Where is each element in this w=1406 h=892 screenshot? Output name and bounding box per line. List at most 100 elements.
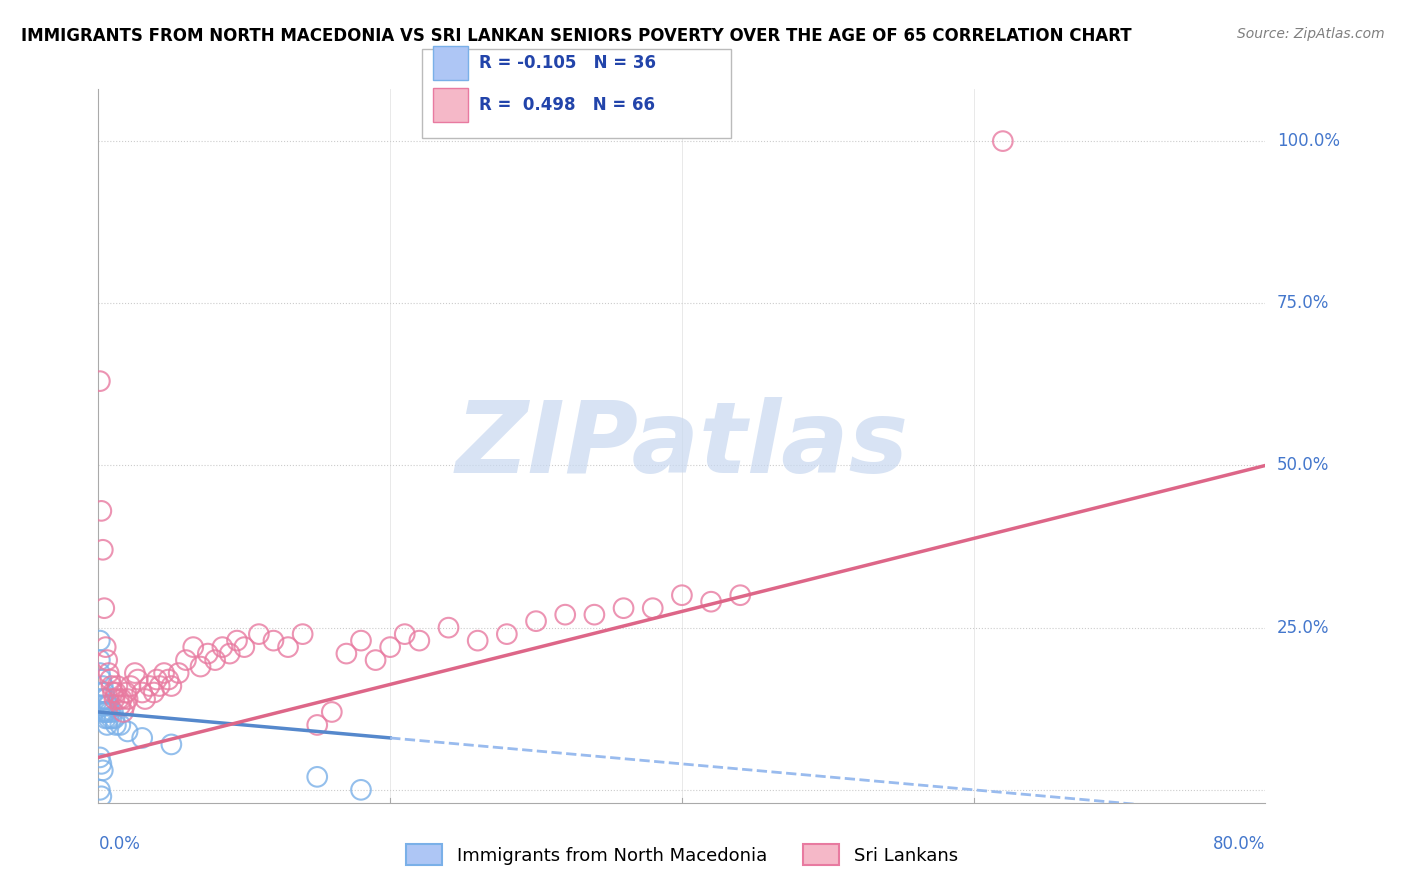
Text: 0.0%: 0.0% bbox=[98, 835, 141, 854]
Point bbox=[96, 718, 118, 732]
Text: 75.0%: 75.0% bbox=[1277, 294, 1330, 312]
Point bbox=[108, 692, 131, 706]
Point bbox=[93, 698, 115, 713]
Point bbox=[307, 718, 329, 732]
Point bbox=[127, 673, 149, 687]
Point bbox=[211, 640, 233, 654]
Text: 50.0%: 50.0% bbox=[1277, 457, 1330, 475]
Text: ZIPatlas: ZIPatlas bbox=[456, 398, 908, 494]
Point bbox=[93, 601, 115, 615]
Point bbox=[104, 718, 127, 732]
Point bbox=[700, 595, 723, 609]
Point bbox=[91, 542, 114, 557]
Text: 80.0%: 80.0% bbox=[1213, 835, 1265, 854]
Point bbox=[96, 705, 118, 719]
Point bbox=[90, 685, 112, 699]
Point bbox=[730, 588, 752, 602]
Text: IMMIGRANTS FROM NORTH MACEDONIA VS SRI LANKAN SENIORS POVERTY OVER THE AGE OF 65: IMMIGRANTS FROM NORTH MACEDONIA VS SRI L… bbox=[21, 27, 1132, 45]
Point bbox=[160, 738, 183, 752]
Legend: Immigrants from North Macedonia, Sri Lankans: Immigrants from North Macedonia, Sri Lan… bbox=[406, 845, 957, 865]
Point bbox=[149, 679, 172, 693]
Point bbox=[233, 640, 256, 654]
Text: Source: ZipAtlas.com: Source: ZipAtlas.com bbox=[1237, 27, 1385, 41]
Point bbox=[105, 679, 128, 693]
Text: 100.0%: 100.0% bbox=[1277, 132, 1340, 150]
Point bbox=[380, 640, 402, 654]
Point bbox=[138, 679, 160, 693]
Point bbox=[91, 679, 114, 693]
Point bbox=[97, 666, 120, 681]
Point bbox=[90, 756, 112, 771]
Point bbox=[124, 666, 146, 681]
Point bbox=[157, 673, 180, 687]
Point bbox=[991, 134, 1014, 148]
Point bbox=[91, 705, 114, 719]
Point bbox=[321, 705, 343, 719]
Point bbox=[90, 673, 112, 687]
Point bbox=[291, 627, 314, 641]
Point bbox=[134, 692, 156, 706]
Point bbox=[114, 698, 136, 713]
Point bbox=[115, 685, 138, 699]
Point bbox=[111, 692, 134, 706]
Point bbox=[101, 705, 124, 719]
Point bbox=[110, 718, 132, 732]
Point bbox=[117, 724, 139, 739]
Point bbox=[94, 705, 117, 719]
Point bbox=[98, 673, 121, 687]
Point bbox=[408, 633, 430, 648]
Point bbox=[190, 659, 212, 673]
Text: R = -0.105   N = 36: R = -0.105 N = 36 bbox=[479, 54, 657, 72]
Point bbox=[174, 653, 197, 667]
Point bbox=[307, 770, 329, 784]
Point bbox=[262, 633, 284, 648]
Point bbox=[218, 647, 240, 661]
Point bbox=[364, 653, 387, 667]
Point bbox=[89, 374, 111, 388]
Point bbox=[204, 653, 226, 667]
Point bbox=[94, 711, 117, 725]
Point bbox=[496, 627, 519, 641]
Point bbox=[101, 685, 124, 699]
Point bbox=[94, 692, 117, 706]
Point bbox=[181, 640, 204, 654]
Point bbox=[142, 685, 165, 699]
Point bbox=[89, 750, 111, 764]
Point bbox=[89, 782, 111, 797]
Point bbox=[103, 692, 125, 706]
Point bbox=[131, 731, 153, 745]
Text: 25.0%: 25.0% bbox=[1277, 619, 1330, 637]
Point bbox=[91, 692, 114, 706]
Point bbox=[197, 647, 219, 661]
Point bbox=[89, 633, 111, 648]
Point bbox=[335, 647, 357, 661]
Point bbox=[89, 666, 111, 681]
Point bbox=[96, 653, 118, 667]
Point bbox=[96, 698, 118, 713]
Point bbox=[112, 705, 135, 719]
Point bbox=[90, 504, 112, 518]
Point bbox=[226, 633, 249, 648]
Point bbox=[110, 698, 132, 713]
Point bbox=[90, 698, 112, 713]
Point bbox=[89, 653, 111, 667]
Point bbox=[160, 679, 183, 693]
Point bbox=[671, 588, 693, 602]
Point bbox=[97, 698, 120, 713]
Point bbox=[612, 601, 634, 615]
Point bbox=[437, 621, 460, 635]
Point bbox=[583, 607, 606, 622]
Point bbox=[94, 640, 117, 654]
Point bbox=[394, 627, 416, 641]
Point bbox=[100, 711, 122, 725]
Point bbox=[98, 705, 121, 719]
Point bbox=[350, 782, 373, 797]
Point bbox=[97, 711, 120, 725]
Point bbox=[350, 633, 373, 648]
Point bbox=[90, 789, 112, 804]
Point bbox=[117, 692, 139, 706]
Point bbox=[153, 666, 176, 681]
Point bbox=[524, 614, 547, 628]
Text: R =  0.498   N = 66: R = 0.498 N = 66 bbox=[479, 96, 655, 114]
Point bbox=[93, 705, 115, 719]
